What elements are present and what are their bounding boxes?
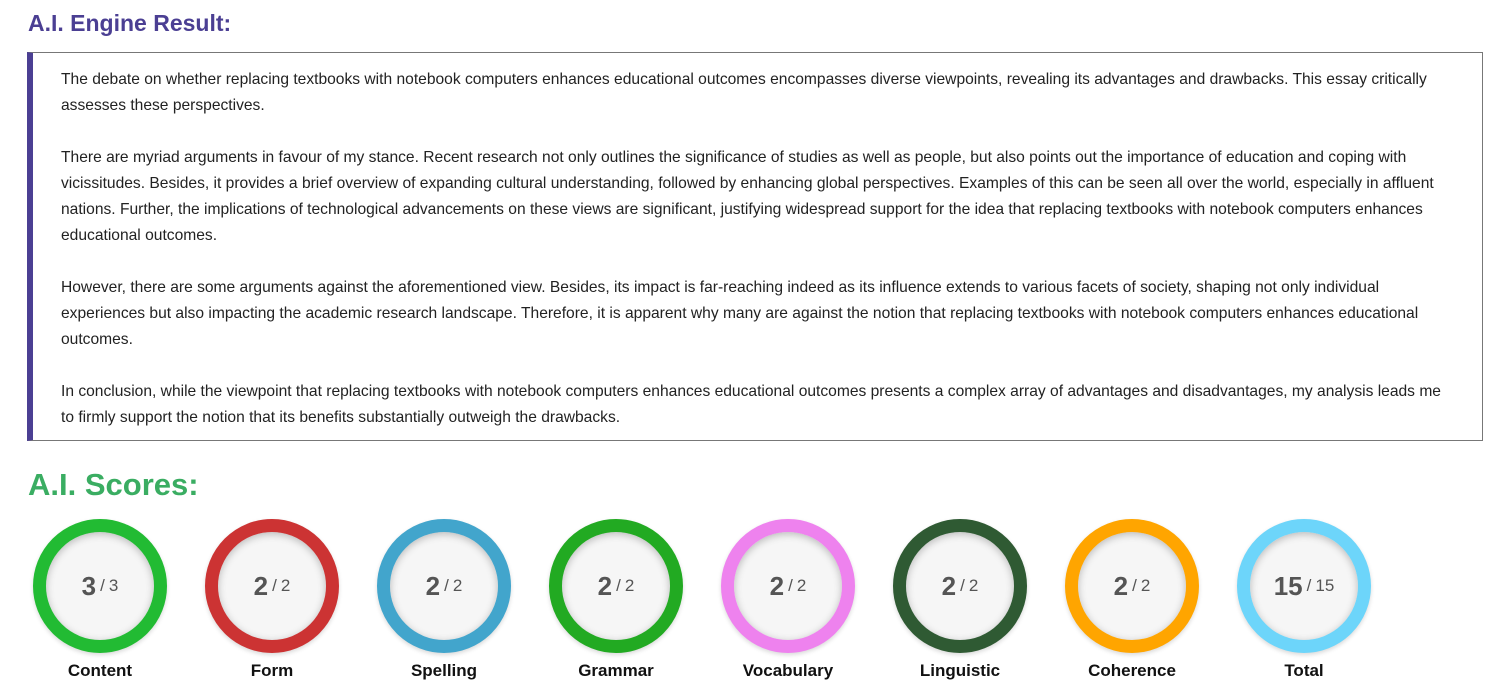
result-title: A.I. Engine Result: <box>28 10 232 36</box>
score-ring: 3/3 <box>33 519 167 653</box>
score-item: 2/2 Vocabulary <box>708 519 868 681</box>
score-label: Grammar <box>578 661 654 680</box>
score-label: Linguistic <box>919 661 1001 680</box>
score-label: Spelling <box>410 661 478 680</box>
essay-paragraph: In conclusion, while the viewpoint that … <box>61 383 1441 426</box>
score-max: 2 <box>624 576 635 595</box>
score-ring: 15/15 <box>1237 519 1371 653</box>
essay-paragraph: However, there are some arguments agains… <box>61 279 1419 348</box>
score-item: 2/2 Coherence <box>1052 519 1212 681</box>
score-item: 2/2 Grammar <box>536 519 696 681</box>
score-ring: 2/2 <box>893 519 1027 653</box>
score-item: 3/3 Content <box>20 519 180 681</box>
score-item: 2/2 Spelling <box>364 519 524 681</box>
score-max: 3 <box>108 576 119 595</box>
score-ring: 2/2 <box>205 519 339 653</box>
score-label: Content <box>67 661 133 680</box>
score-value: 2 <box>1113 570 1129 601</box>
score-ring: 2/2 <box>1065 519 1199 653</box>
score-value: 15 <box>1273 570 1303 601</box>
score-value: 2 <box>769 570 785 601</box>
score-item: 15/15 Total <box>1224 519 1384 681</box>
score-item: 2/2 Form <box>192 519 352 681</box>
score-item: 2/2 Linguistic <box>880 519 1040 681</box>
score-separator: / <box>272 576 277 595</box>
score-ring: 2/2 <box>721 519 855 653</box>
score-label: Coherence <box>1088 661 1176 680</box>
score-value: 2 <box>425 570 441 601</box>
score-value: 3 <box>81 570 97 601</box>
score-ring: 2/2 <box>549 519 683 653</box>
score-label: Total <box>1284 661 1324 680</box>
essay-paragraph: There are myriad arguments in favour of … <box>61 149 1434 244</box>
score-max: 2 <box>280 576 291 595</box>
score-separator: / <box>960 576 965 595</box>
score-value: 2 <box>253 570 269 601</box>
essay-box: The debate on whether replacing textbook… <box>27 52 1483 441</box>
score-separator: / <box>788 576 793 595</box>
score-value: 2 <box>941 570 957 601</box>
score-max: 15 <box>1315 576 1335 595</box>
score-ring: 2/2 <box>377 519 511 653</box>
score-separator: / <box>100 576 105 595</box>
scores-title: A.I. Scores: <box>28 467 199 502</box>
score-max: 2 <box>968 576 979 595</box>
score-label: Form <box>250 661 294 680</box>
essay-paragraph: The debate on whether replacing textbook… <box>61 71 1427 114</box>
score-separator: / <box>1132 576 1137 595</box>
score-max: 2 <box>796 576 807 595</box>
score-label: Vocabulary <box>742 661 834 680</box>
score-separator: / <box>616 576 621 595</box>
score-max: 2 <box>452 576 463 595</box>
score-value: 2 <box>597 570 613 601</box>
score-max: 2 <box>1140 576 1151 595</box>
score-separator: / <box>1306 576 1312 595</box>
score-separator: / <box>444 576 449 595</box>
